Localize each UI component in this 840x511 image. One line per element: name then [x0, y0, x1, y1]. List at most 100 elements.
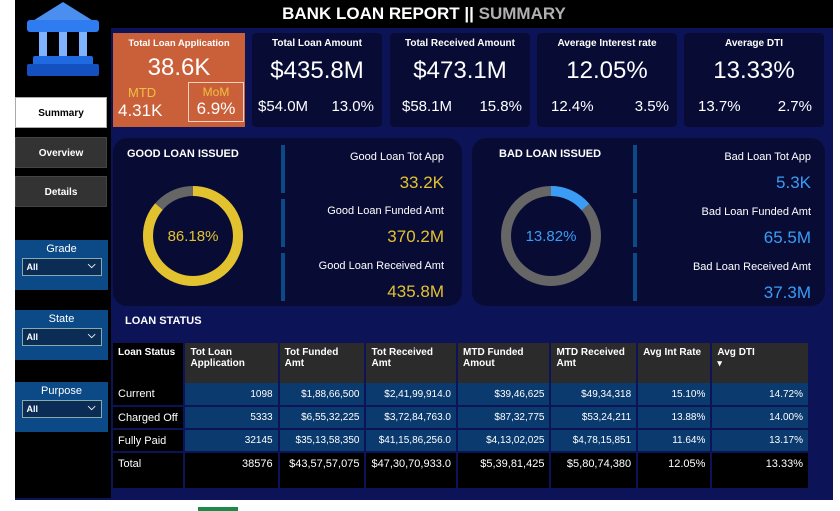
table-cell: 12.05% [636, 452, 712, 490]
bad-loan-tot-app-label: Bad Loan Tot App [724, 151, 811, 163]
table-cell: 13.88% [636, 406, 712, 430]
col-tot-funded-amt[interactable]: Tot Funded Amt [277, 343, 366, 383]
col-mtd-received-amt[interactable]: MTD Received Amt [549, 343, 638, 383]
table-cell: $35,13,58,350 [277, 429, 366, 453]
table-cell: 15.10% [636, 383, 712, 407]
kpi-mtd: 13.7% [698, 98, 741, 115]
col-mtd-funded-amount[interactable]: MTD Funded Amout [455, 343, 551, 383]
mtd-value: 4.31K [118, 101, 163, 120]
donut-good-arc [143, 186, 243, 286]
table-cell: $47,30,70,933.0 [364, 452, 457, 490]
chevron-down-icon: ⌵ [87, 330, 96, 341]
table-total-row[interactable]: Total 38576 $43,57,57,075 $47,30,70,933.0 $5… [113, 452, 808, 490]
table-cell: Current [113, 383, 185, 407]
col-tot-loan-application[interactable]: Tot Loan Application [183, 343, 279, 383]
kpi-total-loan-application: Total Loan Application 38.6K MTD 4.31K M… [113, 33, 245, 127]
bank-logo-icon [27, 2, 99, 76]
table-cell: $5,39,81,425 [455, 452, 551, 490]
good-loan-funded-value: 370.2M [387, 227, 444, 246]
table-cell: 11.64% [636, 429, 712, 453]
col-loan-status[interactable]: Loan Status [113, 343, 185, 383]
kpi-title: Total Loan Amount [272, 38, 362, 49]
loan-status-title: LOAN STATUS [125, 315, 202, 327]
good-loan-donut [143, 186, 243, 286]
col-avg-int-rate[interactable]: Avg Int Rate [636, 343, 712, 383]
table-cell: Charged Off [113, 406, 185, 430]
col-tot-received-amt[interactable]: Tot Received Amt [364, 343, 457, 383]
nav-details-button[interactable]: Details [15, 176, 107, 207]
table-cell: $49,34,318 [549, 383, 638, 407]
report-header: BANK LOAN REPORT || SUMMARY [15, 0, 833, 28]
purpose-value: All [26, 404, 39, 414]
sort-desc-icon[interactable]: ▾ [717, 358, 722, 368]
good-loan-received-value: 435.8M [387, 282, 444, 301]
nav-summary-button[interactable]: Summary [15, 97, 107, 128]
good-loan-received-label: Good Loan Received Amt [318, 260, 444, 272]
kpi-mom: 2.7% [777, 98, 812, 115]
table-cell: 13.17% [710, 429, 808, 453]
kpi-average-dti: Average DTI 13.33% 13.7% 2.7% [684, 33, 824, 127]
table-row[interactable]: Charged Off 5333 $6,55,32,225 $3,72,84,763.… [113, 406, 808, 430]
col-avg-dti-label: Avg DTI [717, 347, 755, 358]
report-subtitle: SUMMARY [478, 4, 566, 23]
nav-overview-button[interactable]: Overview [15, 137, 107, 168]
bad-loan-donut [501, 186, 601, 286]
table-cell: 5333 [183, 406, 279, 430]
table-cell: $53,24,211 [549, 406, 638, 430]
table-cell: 14.00% [710, 406, 808, 430]
page-tab-indicator[interactable] [198, 507, 238, 511]
kpi-total-received-amount: Total Received Amount $473.1M $58.1M 15.8% [390, 33, 530, 127]
table-cell: $4,13,02,025 [455, 429, 551, 453]
kpi-value: 38.6K [147, 54, 211, 81]
table-cell: $5,80,74,380 [549, 452, 638, 490]
table-row[interactable]: Fully Paid 32145 $35,13,58,350 $41,15,86,25… [113, 429, 808, 453]
table-cell: $3,72,84,763.0 [364, 406, 457, 430]
kpi-title: Average DTI [725, 38, 783, 49]
good-loan-tot-app-value: 33.2K [399, 173, 444, 192]
kpi-mom: 13.0% [331, 98, 374, 115]
good-loan-percent: 86.18% [167, 228, 219, 245]
table-cell: $1,88,66,500 [277, 383, 366, 407]
grade-dropdown[interactable]: All ⌵ [21, 258, 102, 276]
bad-loan-funded-label: Bad Loan Funded Amt [701, 206, 811, 218]
bad-loan-received-label: Bad Loan Received Amt [692, 261, 811, 273]
state-filter: State All ⌵ [15, 310, 108, 360]
kpi-title: Average Interest rate [557, 38, 657, 49]
col-avg-dti[interactable]: Avg DTI ▾ [710, 343, 808, 383]
table-cell: 1098 [183, 383, 279, 407]
good-loan-funded-label: Good Loan Funded Amt [327, 205, 444, 217]
table-cell: $39,46,625 [455, 383, 551, 407]
table-header-row: Loan Status Tot Loan Application Tot Fun… [113, 343, 808, 383]
table-cell: 32145 [183, 429, 279, 453]
good-loan-title: GOOD LOAN ISSUED [127, 148, 239, 160]
bad-loan-funded-value: 65.5M [763, 228, 811, 247]
bad-loan-tot-app-value: 5.3K [776, 173, 811, 192]
table-cell: 13.33% [710, 452, 808, 490]
table-cell: 14.72% [710, 383, 808, 407]
kpi-value: $473.1M [413, 57, 507, 84]
purpose-dropdown[interactable]: All ⌵ [21, 400, 102, 418]
chevron-down-icon: ⌵ [87, 402, 96, 413]
table-cell: $87,32,775 [455, 406, 551, 430]
divider [633, 145, 637, 193]
grade-filter-label: Grade [46, 243, 77, 255]
chevron-down-icon: ⌵ [87, 260, 96, 271]
mom-box: MoM 6.9% [188, 82, 244, 122]
table-cell: $4,78,15,851 [549, 429, 638, 453]
purpose-filter: Purpose All ⌵ [15, 382, 108, 432]
state-value: All [26, 332, 39, 342]
table-cell: $43,57,57,075 [277, 452, 366, 490]
divider [633, 253, 637, 301]
state-dropdown[interactable]: All ⌵ [21, 328, 102, 346]
table-cell: $6,55,32,225 [277, 406, 366, 430]
kpi-mom: 15.8% [479, 98, 522, 115]
kpi-mtd: 12.4% [551, 98, 594, 115]
kpi-mom: 3.5% [634, 98, 669, 115]
table-cell: Fully Paid [113, 429, 185, 453]
bad-loan-title: BAD LOAN ISSUED [499, 148, 602, 160]
kpi-value: 12.05% [566, 57, 648, 84]
table-row[interactable]: Current 1098 $1,88,66,500 $2,41,99,914.0 $39… [113, 383, 808, 407]
kpi-value: 13.33% [713, 57, 795, 84]
state-filter-label: State [48, 313, 75, 325]
good-loan-panel: GOOD LOAN ISSUED 86.18% Good Loan Tot Ap… [113, 138, 462, 306]
